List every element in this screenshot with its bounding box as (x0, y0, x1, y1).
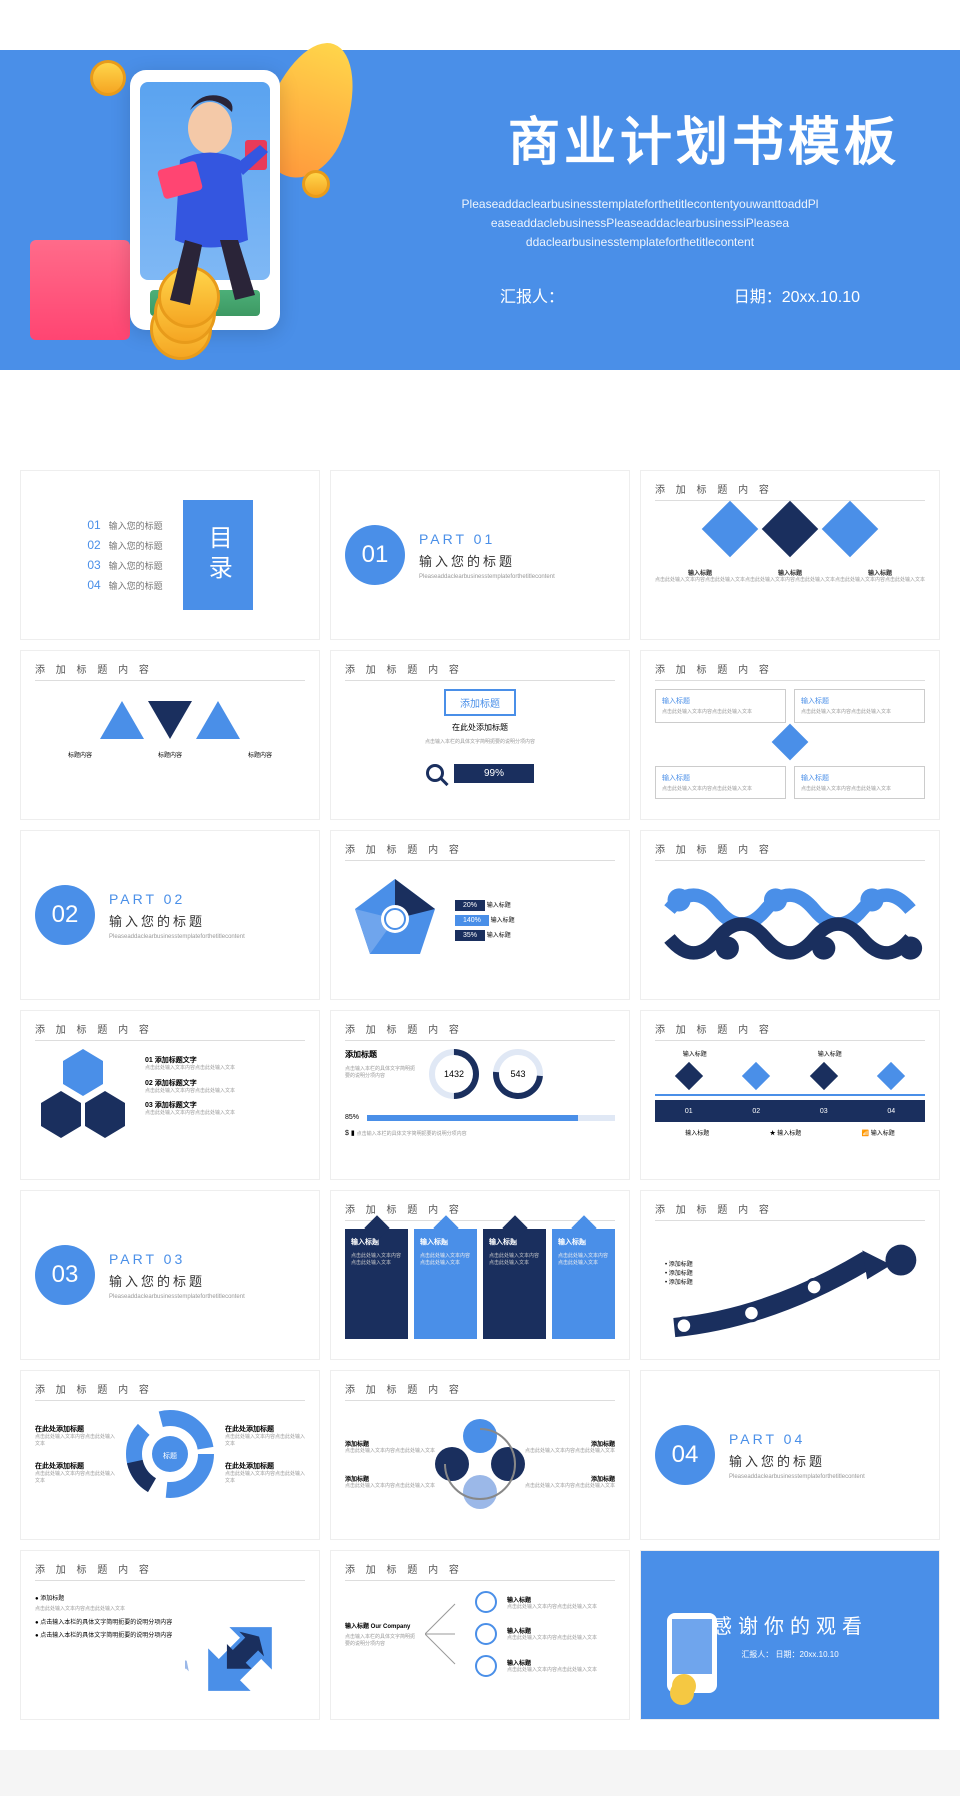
reporter-label: 汇报人： (500, 283, 564, 307)
timeline-slide: 添 加 标 题 内 容 输入标题输入标题 01020304 输入标题★ 输入标题… (640, 1010, 940, 1180)
part-04: 04 PART 04输入您的标题Pleaseaddaclearbusinesst… (640, 1370, 940, 1540)
search-icon (426, 764, 444, 782)
cards4-slide: 添 加 标 题 内 容 输入标题点击此处输入文本内容点击此处输入文本 输入标题点… (330, 1190, 630, 1360)
toc-box: 目录 (183, 500, 253, 610)
search-slide: 添 加 标 题 内 容 添加标题 在此处添加标题 点击输入本栏的具体文字简明扼要… (330, 650, 630, 820)
rings-slide: 添 加 标 题 内 容 添加标题 点击输入本栏的具体文字简明扼要的说明分项内容 … (330, 1010, 630, 1180)
part-01: 01 PART 01 输入您的标题 Pleaseaddaclearbusines… (330, 470, 630, 640)
cycle-slide: 添 加 标 题 内 容 添加标题点击此处输入文本内容点击此处输入文本 添加标题点… (330, 1370, 630, 1540)
arrow-tree-slide: 添 加 标 题 内 容 添加标题 • 添加标题• 添加标题• 添加标题 (640, 1190, 940, 1360)
wave-slide: 添 加 标 题 内 容 (640, 830, 940, 1000)
triangle-slide: 添 加 标 题 内 容 标题内容标题内容标题内容 (20, 650, 320, 820)
svg-text:标题: 标题 (163, 1451, 177, 1460)
donut-slide: 添 加 标 题 内 容 在此处添加标题点击此处输入文本内容点击此处输入文本 在此… (20, 1370, 320, 1540)
arrows-slide: 添 加 标 题 内 容 ● 添加标题点击此处输入文本内容点击此处输入文本 ● 点… (20, 1550, 320, 1720)
slide-grid: 01输入您的标题 02输入您的标题 03输入您的标题 04输入您的标题 目录 0… (0, 440, 960, 1750)
thanks-meta: 汇报人： 日期：20xx.10.10 (741, 1649, 838, 1660)
thanks-slide: 感谢你的观看 汇报人： 日期：20xx.10.10 (640, 1550, 940, 1720)
mindmap-slide: 添 加 标 题 内 容 输入标题 Our Company 点击输入本栏的具体文字… (330, 1550, 630, 1720)
diamond-slide: 添 加 标 题 内 容 输入标题点击此处输入文本内容点击此处输入文本 输入标题点… (640, 470, 940, 640)
part-02: 02 PART 02输入您的标题Pleaseaddaclearbusinesst… (20, 830, 320, 1000)
boxgrid-slide: 添 加 标 题 内 容 输入标题点击此处输入文本内容点击此处输入文本 输入标题点… (640, 650, 940, 820)
part-03: 03 PART 03输入您的标题Pleaseaddaclearbusinesst… (20, 1190, 320, 1360)
pentagon-slide: 添 加 标 题 内 容 20% 输入标题 140% 输入标题 35% 输入标题 (330, 830, 630, 1000)
cover-illustration: 立 取 (30, 30, 340, 370)
cover-subtitle: Pleaseaddaclearbusinesstemplateforthetit… (380, 195, 900, 253)
toc-list: 01输入您的标题 02输入您的标题 03输入您的标题 04输入您的标题 (87, 512, 162, 598)
cover-title: 商业计划书模板 (380, 100, 900, 175)
cover-slide: 立 取 商业计划书模板 Pleaseaddaclearbusinesstempl… (0, 0, 960, 440)
hex-slide: 添 加 标 题 内 容 01 添加标题文字点击此处输入文本内容点击此处输入文本 … (20, 1010, 320, 1180)
date-label: 日期：20xx.10.10 (734, 283, 860, 307)
toc-slide: 01输入您的标题 02输入您的标题 03输入您的标题 04输入您的标题 目录 (20, 470, 320, 640)
